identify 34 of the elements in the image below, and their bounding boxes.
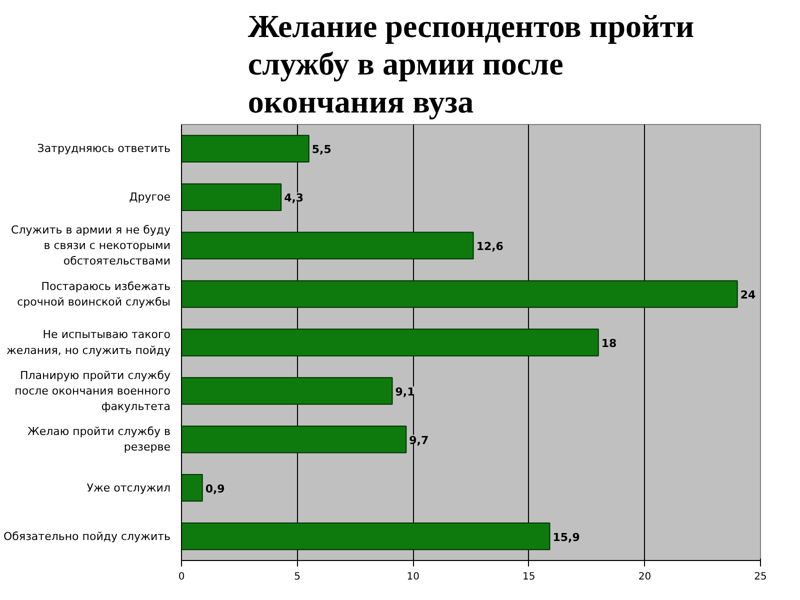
bar — [182, 474, 203, 502]
y-tick-label: Уже отслужил — [86, 481, 171, 494]
data-label: 4,3 — [284, 192, 304, 205]
data-label: 18 — [601, 337, 617, 350]
x-tick-label: 20 — [638, 572, 652, 582]
data-label: 15,9 — [552, 530, 580, 544]
data-label: 12,6 — [476, 240, 504, 254]
x-tick-label: 5 — [294, 572, 300, 582]
bar — [182, 183, 282, 211]
chart-title: Желание респондентов пройти службу в армии после окончания вуза — [248, 8, 694, 120]
x-tick-label: 10 — [406, 572, 420, 582]
bar — [182, 426, 407, 454]
y-tick-label: Служить в армии я не буду в связи с некоторыми обстоятельствами — [11, 224, 171, 268]
bar — [182, 134, 310, 163]
y-tick-label: Затрудняюсь ответить — [37, 142, 171, 156]
data-label: 24 — [740, 288, 756, 302]
bar — [182, 232, 474, 260]
bar — [182, 377, 393, 405]
data-label: 9,1 — [395, 385, 415, 398]
y-tick-label: Планирую пройти службу после окончания военного факультета — [14, 368, 171, 414]
bar — [182, 522, 550, 550]
y-tick-label: Желаю пройти службу в резерве — [27, 425, 171, 454]
data-label: 0,9 — [205, 482, 225, 496]
bar — [182, 328, 599, 356]
y-tick-label: Обязательно пойду служить — [4, 530, 171, 543]
x-tick-label: 25 — [754, 572, 767, 582]
data-label: 9,7 — [409, 434, 429, 447]
bar — [182, 280, 738, 308]
x-tick-label: 15 — [522, 572, 536, 582]
data-label: 5,5 — [312, 143, 332, 156]
y-tick-label: Постараюсь избежать срочной воинской службы — [17, 280, 171, 308]
y-tick-label: Другое — [129, 190, 171, 204]
x-tick-label: 0 — [178, 572, 185, 582]
y-tick-label: Не испытываю такого желания, но служить пойду — [6, 328, 171, 357]
